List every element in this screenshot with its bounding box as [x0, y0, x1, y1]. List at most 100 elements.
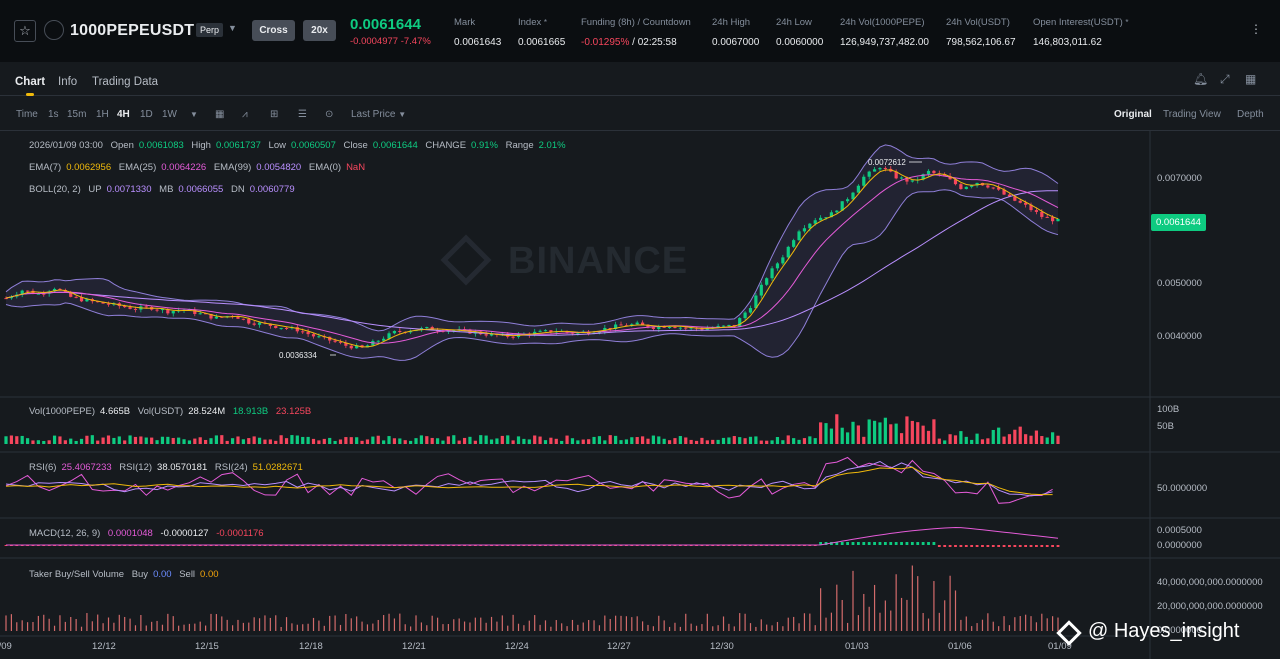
candle-body [74, 296, 78, 298]
candle-body [425, 326, 429, 329]
stat-24h-vol-usdt: 24h Vol(USDT) 798,562,106.67 [946, 17, 1016, 48]
more-options-icon[interactable]: ⋮ [1250, 22, 1262, 36]
candle-body [1018, 200, 1022, 203]
volume-bar [630, 437, 634, 444]
interval-time[interactable]: Time [16, 109, 38, 120]
volume-bar [851, 421, 855, 444]
stat-24h-low: 24h Low 0.0060000 [776, 17, 823, 48]
volume-bar [829, 428, 834, 444]
volume-bar [63, 440, 67, 444]
crosshair-icon[interactable]: ⊙ [325, 109, 334, 120]
bell-icon[interactable]: 🔔︎ [1193, 72, 1209, 86]
volume-bar [382, 440, 386, 444]
close-label: Close [343, 140, 368, 151]
tab-info[interactable]: Info [58, 76, 78, 88]
macd-bar [840, 542, 844, 545]
leverage-button[interactable]: 20x [303, 20, 336, 41]
date-axis-tick: 12/18 [299, 641, 323, 652]
stat-mark: Mark 0.0061643 [454, 17, 501, 48]
volume-bar [997, 427, 1001, 444]
depth-icon[interactable]: ⊞ [270, 109, 279, 120]
taker-buy-value: 0.00 [153, 569, 172, 580]
volume-bar [560, 440, 564, 444]
contract-type-badge: Perp [196, 23, 224, 37]
volume-bar [840, 427, 844, 444]
volume-bar [883, 417, 887, 444]
volume-bar [765, 440, 769, 444]
candle-body [738, 318, 742, 327]
info-icon[interactable]: * [543, 18, 548, 27]
calendar-icon[interactable]: ▦ [215, 109, 225, 120]
volume-bar [889, 424, 893, 444]
volume-value-2: 18.913B [232, 406, 269, 417]
tab-active-indicator [26, 93, 34, 96]
volume-bar [684, 437, 688, 444]
volume-bar [1024, 434, 1028, 444]
interval-1h[interactable]: 1H [96, 109, 109, 120]
candle-body [349, 345, 353, 349]
expand-icon[interactable]: ⤢ [1220, 72, 1230, 86]
candle-body [301, 331, 305, 333]
settings-sliders-icon[interactable]: ☰ [298, 109, 307, 120]
candle-body [25, 290, 30, 292]
volume-bar [133, 436, 138, 444]
view-original[interactable]: Original [1114, 109, 1152, 120]
tab-chart[interactable]: Chart [15, 76, 46, 88]
macd-bar [867, 542, 871, 545]
macd-info: MACD(12, 26, 9) 0.0001048 -0.0000127 -0.… [29, 528, 269, 539]
price-chart[interactable]: 0.0070000 0.0050000 0.0040000 100B 50B 5… [0, 131, 1280, 659]
view-trading-view[interactable]: Trading View [1163, 109, 1221, 120]
volume-bar [1013, 429, 1017, 444]
favorite-star-icon[interactable]: ☆ [14, 20, 36, 42]
candle-body [894, 171, 898, 179]
taker-info: Taker Buy/Sell Volume Buy 0.00 Sell 0.00 [29, 569, 224, 580]
macd-bar [1018, 545, 1022, 547]
macd-bar [921, 542, 925, 545]
candle-body [614, 324, 618, 330]
taker-sell-value: 0.00 [200, 569, 219, 580]
date-axis-tick: 12/24 [505, 641, 529, 652]
candle-body [786, 246, 790, 258]
candle-body [106, 303, 111, 305]
view-depth[interactable]: Depth [1237, 109, 1264, 120]
symbol-title[interactable]: 1000PEPEUSDT [70, 22, 195, 39]
coin-logo [44, 20, 64, 40]
volume-bar [247, 438, 251, 444]
interval-1w[interactable]: 1W [162, 109, 177, 120]
volume-bar [295, 435, 299, 444]
volume-bar [241, 439, 245, 444]
macd-bar [975, 545, 979, 547]
macd-bar [910, 542, 914, 545]
interval-15m[interactable]: 15m [67, 109, 87, 120]
stat-funding: Funding (8h) / Countdown -0.01295% / 02:… [581, 17, 691, 48]
interval-1d[interactable]: 1D [140, 109, 153, 120]
candle-body [759, 284, 763, 296]
interval-4h[interactable]: 4H [117, 109, 130, 120]
candle-body [1029, 204, 1033, 211]
interval-dropdown-chevron-icon[interactable]: ▼ [190, 110, 198, 119]
macd-histogram [4, 526, 1060, 547]
volume-bar [225, 440, 229, 444]
candle-body [187, 309, 192, 311]
margin-mode-button[interactable]: Cross [252, 20, 295, 41]
macd-axis-tick: 0.0000000 [1157, 540, 1202, 551]
volume-bar [4, 436, 8, 444]
indicators-icon[interactable]: ⩘ [242, 109, 248, 120]
candle-body [926, 170, 931, 175]
info-icon[interactable]: * [1125, 18, 1129, 27]
stat-label: 24h Vol(USDT) [946, 17, 1010, 28]
volume-bar [991, 429, 995, 444]
volume-bar [856, 425, 860, 444]
ohlc-info: 2026/01/09 03:00 Open 0.0061083 High 0.006… [29, 140, 571, 151]
candle-body [42, 293, 46, 295]
volume-bar [533, 435, 537, 444]
symbol-dropdown-chevron-icon[interactable]: ▼ [228, 23, 237, 33]
volume-bar [435, 438, 440, 444]
volume-bar [716, 439, 720, 444]
grid-layout-icon[interactable]: ▦ [1245, 72, 1257, 86]
price-type-select[interactable]: Last Price ▼ [351, 109, 406, 120]
interval-1s[interactable]: 1s [48, 109, 59, 120]
volume-bar [802, 438, 807, 444]
tab-trading-data[interactable]: Trading Data [92, 76, 159, 88]
candle-body [959, 184, 963, 190]
